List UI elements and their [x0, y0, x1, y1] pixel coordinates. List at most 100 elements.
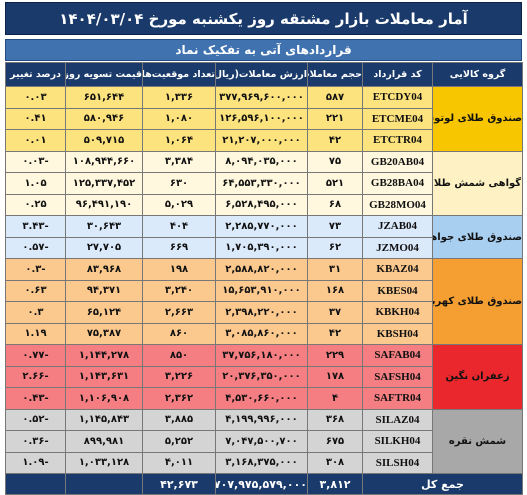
header-group: گروه کالایی — [432, 62, 523, 87]
table-row: GB28BA04 ۵۲۱ ۶۴,۵۵۳,۳۳۰,۰۰۰ ۶۳۰ ۱۲۵,۳۳۷,۴۵۲ ۱… — [5, 172, 523, 195]
settlement-cell: ۶۵۱,۶۴۴ — [65, 86, 143, 109]
table-row: زعفران نگین SAFAB04 ۲۲۹ ۳۷,۷۵۶,۱۸۰,۰۰۰ ۸۵۰ ۱,… — [5, 344, 523, 410]
change-cell: ۰.۰۱ — [5, 129, 66, 152]
page-title: آمار معاملات بازار مشتقه روز یکشنبه مورخ… — [5, 2, 522, 35]
value-cell: ۲,۵۸۸,۸۲۰,۰۰۰ — [215, 258, 308, 281]
volume-cell: ۳۶۸ — [307, 408, 363, 431]
settlement-cell: ۸۹۹,۹۸۱ — [65, 430, 143, 453]
header-row: گروه کالایی کد قرارداد حجم معاملات ارزش … — [5, 62, 523, 87]
table-row: KBSH04 ۴۲ ۳,۰۸۵,۸۶۰,۰۰۰ ۸۶۰ ۷۵,۳۸۷ ۱.۱۹ — [5, 322, 523, 345]
volume-cell: ۶۲ — [307, 236, 363, 259]
futures-table: گروه کالایی کد قرارداد حجم معاملات ارزش … — [5, 62, 523, 495]
code-cell: GB28MO04 — [362, 193, 433, 216]
code-cell: JZAB04 — [362, 215, 433, 238]
open-interest-cell: ۴,۰۱۱ — [142, 451, 216, 474]
open-interest-cell: ۶۶۹ — [142, 236, 216, 259]
change-cell: ۰.۶۳ — [5, 279, 66, 302]
value-cell: ۴,۱۹۹,۹۹۶,۰۰۰ — [215, 408, 308, 431]
settlement-cell: ۱,۱۴۴,۲۷۸ — [65, 344, 143, 367]
open-interest-cell: ۱,۰۶۴ — [142, 129, 216, 152]
code-cell: JZMO04 — [362, 236, 433, 259]
value-cell: ۳۷۷,۹۶۹,۶۰۰,۰۰۰ — [215, 86, 308, 109]
settlement-cell: ۱,۰۳۳,۱۲۸ — [65, 451, 143, 474]
change-cell: -۰.۴۳ — [5, 387, 66, 410]
table-row: صندوق طلای کهربا KBAZ04 ۳۱ ۲,۵۸۸,۸۲۰,۰۰۰ ۱۹۸… — [5, 258, 523, 345]
header-volume: حجم معاملات — [307, 62, 363, 87]
volume-cell: ۴۲ — [307, 322, 363, 345]
value-cell: ۳,۱۶۸,۳۷۵,۰۰۰ — [215, 451, 308, 474]
settlement-cell: ۳۰,۶۴۳ — [65, 215, 143, 238]
open-interest-cell: ۳,۸۸۵ — [142, 408, 216, 431]
header-settlement: قیمت تسویه روزانه(ریال) — [65, 62, 143, 87]
settlement-cell: ۵۰۹,۷۱۵ — [65, 129, 143, 152]
code-cell: KBSH04 — [362, 322, 433, 345]
open-interest-cell: ۳,۲۲۶ — [142, 365, 216, 388]
volume-cell: ۷۵ — [307, 150, 363, 173]
open-interest-cell: ۶۳۰ — [142, 172, 216, 195]
settlement-cell: ۱۲۵,۳۳۷,۴۵۲ — [65, 172, 143, 195]
settlement-cell: ۱,۱۴۵,۸۴۳ — [65, 408, 143, 431]
change-cell: ۱.۱۹ — [5, 322, 66, 345]
code-cell: KBES04 — [362, 279, 433, 302]
open-interest-cell: ۱,۰۸۰ — [142, 107, 216, 130]
change-cell: -۰.۳ — [5, 258, 66, 281]
table-header: گروه کالایی کد قرارداد حجم معاملات ارزش … — [5, 62, 523, 87]
open-interest-cell: ۸۶۰ — [142, 322, 216, 345]
code-cell: SILKH04 — [362, 430, 433, 453]
header-code: کد قرارداد — [362, 62, 433, 87]
change-cell: ۰.۲۵ — [5, 193, 66, 216]
value-cell: ۲۰,۳۷۶,۳۵۰,۰۰۰ — [215, 365, 308, 388]
value-cell: ۱,۷۰۵,۳۹۰,۰۰۰ — [215, 236, 308, 259]
code-cell: ETCDY04 — [362, 86, 433, 109]
open-interest-cell: ۸۵۰ — [142, 344, 216, 367]
page-subtitle: قراردادهای آتی به تفکیک نماد — [5, 39, 522, 61]
group-name-cell: صندوق طلای کهربا — [432, 258, 523, 345]
open-interest-cell: ۵,۲۵۲ — [142, 430, 216, 453]
header-value: ارزش معاملات(ریال) — [215, 62, 308, 87]
table-row: ETCME04 ۲۲۱ ۱۲۶,۵۹۶,۱۰۰,۰۰۰ ۱,۰۸۰ ۵۸۰,۹۴۶ ۰.۴… — [5, 107, 523, 130]
table-row: SAFTR04 ۴ ۴,۵۳۰,۶۶۰,۰۰۰ ۲,۳۶۲ ۱,۱۰۶,۹۰۸ -۰.۴۳ — [5, 387, 523, 410]
value-cell: ۸,۰۹۴,۰۳۵,۰۰۰ — [215, 150, 308, 173]
total-empty-settlement — [65, 473, 143, 495]
open-interest-cell: ۱۹۸ — [142, 258, 216, 281]
volume-cell: ۶۸ — [307, 193, 363, 216]
header-change: درصد تغییر — [5, 62, 66, 87]
volume-cell: ۱۷۸ — [307, 365, 363, 388]
group-name-cell: شمش نقره — [432, 408, 523, 474]
value-cell: ۶۴,۵۵۳,۳۳۰,۰۰۰ — [215, 172, 308, 195]
table-row: JZMO04 ۶۲ ۱,۷۰۵,۳۹۰,۰۰۰ ۶۶۹ ۲۷,۷۰۵ -۰.۵۷ — [5, 236, 523, 259]
value-cell: ۷,۰۴۷,۵۰۰,۷۰۰ — [215, 430, 308, 453]
table-row: صندوق طلای لوتوسETCDY04۵۸۷۳۷۷,۹۶۹,۶۰۰,۰۰… — [5, 86, 523, 152]
total-label: جمع کل — [362, 473, 523, 495]
total-value: ۷۰۷,۹۷۵,۵۷۹,۰۰۰ — [215, 473, 308, 495]
table-row: GB28MO04 ۶۸ ۶,۵۲۸,۴۹۵,۰۰۰ ۵,۰۲۹ ۹۶,۴۹۱,۱۹۰ ۰.… — [5, 193, 523, 216]
change-cell: -۰.۳۶ — [5, 430, 66, 453]
code-cell: KBAZ04 — [362, 258, 433, 281]
volume-cell: ۵۲۱ — [307, 172, 363, 195]
value-cell: ۳,۰۸۵,۸۶۰,۰۰۰ — [215, 322, 308, 345]
change-cell: ۱.۰۵ — [5, 172, 66, 195]
total-row: جمع کل ۳,۸۱۲ ۷۰۷,۹۷۵,۵۷۹,۰۰۰ ۴۲,۶۷۳ — [5, 473, 523, 495]
open-interest-cell: ۴۰۴ — [142, 215, 216, 238]
volume-cell: ۲۲۱ — [307, 107, 363, 130]
settlement-cell: ۹۶,۴۹۱,۱۹۰ — [65, 193, 143, 216]
change-cell: -۰.۰۳ — [5, 150, 66, 173]
change-cell: ۰.۳ — [5, 301, 66, 324]
volume-cell: ۶۷۵ — [307, 430, 363, 453]
open-interest-cell: ۲,۶۶۳ — [142, 301, 216, 324]
change-cell: ۰.۰۳ — [5, 86, 66, 109]
settlement-cell: ۷۵,۳۸۷ — [65, 322, 143, 345]
code-cell: SILAZ04 — [362, 408, 433, 431]
group-name-cell: صندوق طلای جواهر — [432, 215, 523, 259]
open-interest-cell: ۲,۳۶۲ — [142, 387, 216, 410]
code-cell: SAFTR04 — [362, 387, 433, 410]
change-cell: -۲.۶۶ — [5, 365, 66, 388]
settlement-cell: ۲۷,۷۰۵ — [65, 236, 143, 259]
settlement-cell: ۸۳,۹۶۸ — [65, 258, 143, 281]
change-cell: ۰.۴۱ — [5, 107, 66, 130]
value-cell: ۱۵,۶۵۳,۹۱۰,۰۰۰ — [215, 279, 308, 302]
open-interest-cell: ۳,۳۸۴ — [142, 150, 216, 173]
volume-cell: ۲۲۹ — [307, 344, 363, 367]
value-cell: ۶,۵۲۸,۴۹۵,۰۰۰ — [215, 193, 308, 216]
value-cell: ۴,۵۳۰,۶۶۰,۰۰۰ — [215, 387, 308, 410]
